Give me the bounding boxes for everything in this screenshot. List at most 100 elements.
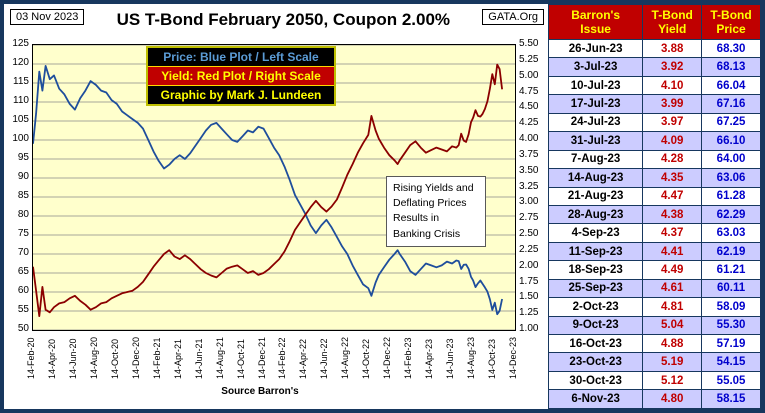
yield-cell: 4.47 — [642, 186, 703, 206]
table-row: 3-Jul-23 3.92 68.13 — [547, 57, 761, 77]
price-cell: 61.28 — [701, 186, 761, 206]
y-right-tick-label: 5.50 — [519, 38, 539, 49]
y-left-tick-label: 120 — [12, 57, 29, 68]
y-right-tick-label: 3.50 — [519, 164, 539, 176]
chart-area: Price: Blue Plot / Left Scale Yield: Red… — [4, 34, 548, 406]
table-row: 18-Sep-23 4.49 61.21 — [547, 260, 761, 280]
yield-cell: 4.80 — [642, 389, 703, 409]
issue-cell: 31-Jul-23 — [547, 131, 644, 151]
annotation-line: Deflating Prices — [393, 197, 467, 210]
table-header-row: Barron's Issue T-Bond Yield T-Bond Price — [547, 4, 761, 40]
y-right-tick-label: 4.25 — [519, 117, 539, 129]
y-left-tick-label: 110 — [13, 95, 29, 106]
x-tick-label: 14-Oct-21 — [235, 338, 246, 379]
y-left-tick-label: 70 — [17, 247, 29, 258]
annotation-line: Rising Yields and — [393, 182, 474, 194]
price-cell: 66.04 — [701, 75, 761, 96]
x-tick-label: 14-Dec-21 — [256, 336, 267, 379]
yield-cell: 3.97 — [642, 112, 703, 133]
col-header-price: T-Bond Price — [701, 4, 761, 40]
source-label: Source Barron's — [221, 386, 299, 397]
x-tick-label: 14-Oct-22 — [361, 338, 372, 379]
y-right-tick-label: 2.00 — [519, 259, 539, 271]
x-tick-label: 14-Dec-22 — [382, 336, 393, 379]
y-right-tick-label: 1.50 — [519, 291, 539, 303]
x-tick-label: 14-Jun-20 — [67, 338, 78, 379]
price-cell: 63.06 — [701, 168, 761, 188]
price-cell: 66.10 — [701, 131, 761, 151]
issue-cell: 23-Oct-23 — [547, 352, 644, 372]
y-left-tick-label: 75 — [17, 228, 29, 239]
x-tick-label: 14-Aug-20 — [88, 336, 99, 379]
yield-cell: 5.12 — [642, 370, 703, 391]
y-right-tick-label: 4.00 — [519, 133, 539, 144]
x-tick-label: 14-Oct-20 — [109, 338, 120, 379]
table-row: 24-Jul-23 3.97 67.25 — [547, 112, 761, 133]
table-row: 16-Oct-23 4.88 57.19 — [547, 333, 761, 354]
yield-cell: 4.28 — [642, 149, 703, 170]
y-right-tick-label: 1.00 — [519, 323, 539, 334]
legend-price-label: Price: Blue Plot / Left Scale — [163, 50, 319, 64]
table-row: 10-Jul-23 4.10 66.04 — [547, 75, 761, 96]
yield-cell: 5.04 — [642, 315, 703, 336]
y-right-tick-label: 5.25 — [519, 53, 539, 65]
price-cell: 68.30 — [701, 38, 761, 59]
y-left-tick-label: 100 — [12, 133, 29, 144]
price-cell: 68.13 — [701, 57, 761, 77]
x-tick-label: 14-Feb-21 — [151, 337, 162, 379]
x-tick-label: 14-Apr-21 — [172, 338, 183, 379]
issue-cell: 2-Oct-23 — [547, 297, 644, 317]
table-row: 31-Jul-23 4.09 66.10 — [547, 131, 761, 151]
annotation-line: Results in — [393, 212, 440, 225]
y-left-tick-label: 85 — [17, 190, 29, 201]
yield-cell: 4.37 — [642, 223, 703, 243]
yield-cell: 3.92 — [642, 57, 703, 77]
x-tick-label: 14-Apr-20 — [46, 338, 57, 379]
x-tick-label: 14-Aug-22 — [340, 336, 351, 379]
legend-credit-label: Graphic by Mark J. Lundeen — [160, 88, 322, 102]
issue-cell: 28-Aug-23 — [547, 204, 644, 225]
issue-cell: 25-Sep-23 — [547, 278, 644, 299]
issue-cell: 16-Oct-23 — [547, 333, 644, 354]
page-title: US T-Bond February 2050, Coupon 2.00% — [116, 10, 451, 29]
issue-cell: 9-Oct-23 — [547, 315, 644, 336]
date-stamp: 03 Nov 2023 — [10, 9, 85, 25]
price-cell: 62.29 — [701, 204, 761, 225]
annotation-line: Banking Crisis — [393, 227, 461, 240]
price-cell: 63.03 — [701, 223, 761, 243]
x-tick-label: 14-Jun-22 — [319, 338, 330, 379]
yield-cell: 4.41 — [642, 241, 703, 262]
issue-cell: 3-Jul-23 — [547, 57, 644, 77]
y-right-tick-label: 5.00 — [519, 69, 539, 81]
y-left-tick-label: 65 — [17, 266, 29, 277]
x-tick-label: 14-Jun-21 — [193, 338, 204, 379]
issue-cell: 26-Jun-23 — [547, 38, 644, 59]
price-cell: 55.30 — [701, 315, 761, 336]
x-tick-label: 14-Aug-23 — [466, 336, 477, 379]
yield-cell: 4.88 — [642, 333, 703, 354]
table-panel: Barron's Issue T-Bond Yield T-Bond Price 26-J… — [547, 4, 761, 409]
price-cell: 64.00 — [701, 149, 761, 170]
price-cell: 58.15 — [701, 389, 761, 409]
yield-cell: 4.09 — [642, 131, 703, 151]
issue-cell: 7-Aug-23 — [547, 149, 644, 170]
y-right-tick-label: 1.25 — [519, 307, 539, 319]
table-row: 6-Nov-23 4.80 58.15 — [547, 389, 761, 409]
table-row: 11-Sep-23 4.41 62.19 — [547, 241, 761, 262]
issue-cell: 17-Jul-23 — [547, 94, 644, 114]
y-left-tick-label: 95 — [17, 152, 29, 163]
x-tick-label: 14-Feb-20 — [26, 337, 36, 379]
table-body: 26-Jun-23 3.88 68.30 3-Jul-23 3.92 68.13 10-Ju… — [547, 38, 761, 409]
price-cell: 61.21 — [701, 260, 761, 280]
issue-cell: 10-Jul-23 — [547, 75, 644, 96]
table-row: 9-Oct-23 5.04 55.30 — [547, 315, 761, 336]
annotation-box: Rising Yields and Deflating Prices Resul… — [386, 176, 486, 247]
y-right-tick-label: 2.25 — [519, 243, 539, 255]
y-right-tick-label: 3.25 — [519, 180, 539, 192]
y-right-tick-label: 3.75 — [519, 148, 539, 160]
y-right-tick-label: 1.75 — [519, 275, 539, 287]
table-row: 21-Aug-23 4.47 61.28 — [547, 186, 761, 206]
x-tick-label: 14-Jun-23 — [445, 338, 456, 379]
y-right-tick-label: 2.75 — [519, 212, 539, 224]
